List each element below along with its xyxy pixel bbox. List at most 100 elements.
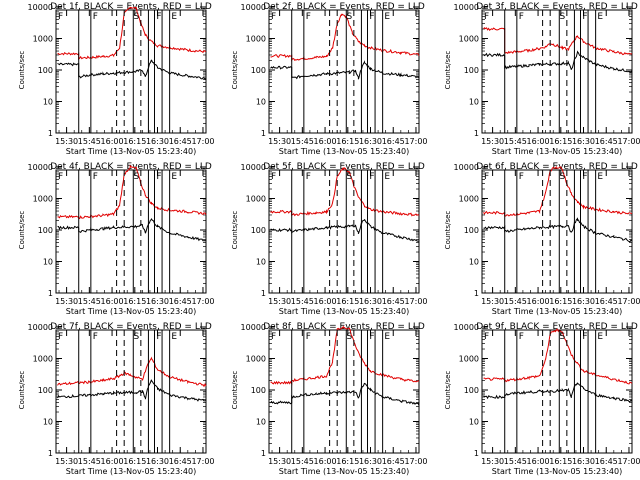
- x-tick-label: 16:30: [146, 457, 169, 466]
- series-line-lld: [483, 27, 633, 56]
- x-tick-label: 16:45: [595, 457, 618, 466]
- series-line-events: [57, 59, 207, 81]
- y-axis-label: Counts/sec: [18, 211, 26, 250]
- y-tick-label: 1000: [459, 355, 479, 364]
- x-tick-label: 16:15: [123, 137, 146, 146]
- x-tick-label: 15:45: [504, 457, 527, 466]
- x-tick-label: 15:45: [78, 137, 101, 146]
- x-tick-label: 15:45: [504, 297, 527, 306]
- interval-marker: F: [484, 172, 489, 182]
- interval-marker: F: [369, 172, 374, 182]
- panel-det-6: Det 6f, BLACK = Events, RED = LLD 1 10 100 1…: [444, 162, 640, 316]
- interval-marker: S: [133, 332, 139, 342]
- series-line-events: [57, 217, 207, 242]
- interval-marker: F: [484, 12, 489, 22]
- x-tick-label: 16:45: [595, 137, 618, 146]
- x-tick-label: 16:00: [101, 457, 124, 466]
- interval-marker: F: [93, 172, 98, 182]
- interval-marker: F: [93, 12, 98, 22]
- panel-title: Det 5f, BLACK = Events, RED = LLD: [263, 162, 425, 172]
- y-tick-label: 1: [261, 129, 266, 138]
- interval-marker: F: [58, 172, 63, 182]
- y-axis-label: Counts/sec: [18, 51, 26, 90]
- interval-marker: F: [156, 172, 161, 182]
- x-tick-label: 15:45: [78, 457, 101, 466]
- y-tick-label: 100: [38, 226, 53, 235]
- interval-marker: F: [582, 12, 587, 22]
- interval-marker: E: [171, 12, 177, 22]
- panel-det-8: Det 8f, BLACK = Events, RED = LLD 1 10 100 1…: [231, 322, 428, 476]
- y-tick-label: 10: [469, 98, 479, 107]
- interval-marker: F: [306, 332, 311, 342]
- x-tick-label: 15:45: [504, 137, 527, 146]
- x-axis-label: Start Time (13-Nov-05 15:23:40): [492, 307, 622, 316]
- panel-det-5: Det 5f, BLACK = Events, RED = LLD 1 10 100 1…: [231, 162, 428, 316]
- x-tick-label: 16:15: [123, 457, 146, 466]
- y-tick-label: 10000: [28, 323, 53, 332]
- y-tick-label: 10000: [241, 163, 266, 172]
- x-tick-label: 16:30: [146, 137, 169, 146]
- y-tick-label: 1: [48, 449, 53, 458]
- y-tick-label: 10000: [454, 163, 479, 172]
- series-line-lld: [57, 356, 207, 388]
- interval-marker: E: [171, 172, 177, 182]
- x-tick-label: 16:45: [169, 137, 192, 146]
- x-tick-label: 16:15: [123, 297, 146, 306]
- x-tick-label: 16:30: [572, 297, 595, 306]
- interval-marker: S: [559, 12, 565, 22]
- x-tick-label: 17:00: [404, 457, 427, 466]
- interval-marker: S: [346, 12, 352, 22]
- interval-marker: F: [484, 332, 489, 342]
- y-tick-label: 1: [48, 289, 53, 298]
- x-tick-label: 16:30: [359, 457, 382, 466]
- x-tick-label: 15:30: [481, 137, 504, 146]
- y-tick-label: 10000: [241, 323, 266, 332]
- series-line-lld: [57, 164, 207, 220]
- x-tick-label: 16:15: [549, 137, 572, 146]
- panel-title: Det 2f, BLACK = Events, RED = LLD: [263, 2, 425, 12]
- series-line-events: [270, 219, 420, 242]
- y-tick-label: 10: [43, 98, 53, 107]
- x-tick-label: 15:30: [55, 137, 78, 146]
- y-tick-label: 10: [256, 258, 266, 267]
- x-tick-label: 16:00: [101, 137, 124, 146]
- x-tick-label: 16:30: [572, 137, 595, 146]
- x-tick-label: 16:30: [146, 297, 169, 306]
- x-tick-label: 17:00: [617, 457, 640, 466]
- y-tick-label: 1: [261, 449, 266, 458]
- interval-marker: F: [369, 12, 374, 22]
- y-axis-label: Counts/sec: [444, 211, 452, 250]
- x-tick-label: 17:00: [617, 297, 640, 306]
- y-tick-label: 10000: [454, 3, 479, 12]
- y-tick-label: 100: [38, 386, 53, 395]
- x-tick-label: 17:00: [191, 137, 214, 146]
- x-tick-label: 16:45: [169, 457, 192, 466]
- x-tick-label: 16:00: [101, 297, 124, 306]
- y-tick-label: 100: [464, 66, 479, 75]
- x-tick-label: 16:15: [336, 297, 359, 306]
- x-axis-label: Start Time (13-Nov-05 15:23:40): [279, 467, 409, 476]
- x-axis-label: Start Time (13-Nov-05 15:23:40): [279, 147, 409, 156]
- interval-marker: S: [133, 12, 139, 22]
- y-tick-label: 1000: [459, 35, 479, 44]
- series-line-events: [270, 382, 420, 406]
- y-tick-label: 10000: [454, 323, 479, 332]
- y-axis-label: Counts/sec: [231, 371, 239, 410]
- x-tick-label: 15:30: [268, 297, 291, 306]
- interval-marker: F: [519, 332, 524, 342]
- series-line-lld: [57, 6, 207, 61]
- interval-marker: F: [156, 12, 161, 22]
- panel-det-9: Det 9f, BLACK = Events, RED = LLD 1 10 100 1…: [444, 322, 640, 476]
- y-tick-label: 100: [464, 226, 479, 235]
- x-axis-label: Start Time (13-Nov-05 15:23:40): [66, 467, 196, 476]
- y-tick-label: 100: [251, 386, 266, 395]
- y-tick-label: 1: [48, 129, 53, 138]
- series-line-events: [270, 60, 420, 80]
- interval-marker: S: [346, 172, 352, 182]
- panel-title: Det 3f, BLACK = Events, RED = LLD: [476, 2, 638, 12]
- y-tick-label: 10000: [241, 3, 266, 12]
- panel-det-7: Det 7f, BLACK = Events, RED = LLD 1 10 100 1…: [18, 322, 215, 476]
- series-line-events: [483, 217, 633, 243]
- series-line-lld: [483, 165, 633, 217]
